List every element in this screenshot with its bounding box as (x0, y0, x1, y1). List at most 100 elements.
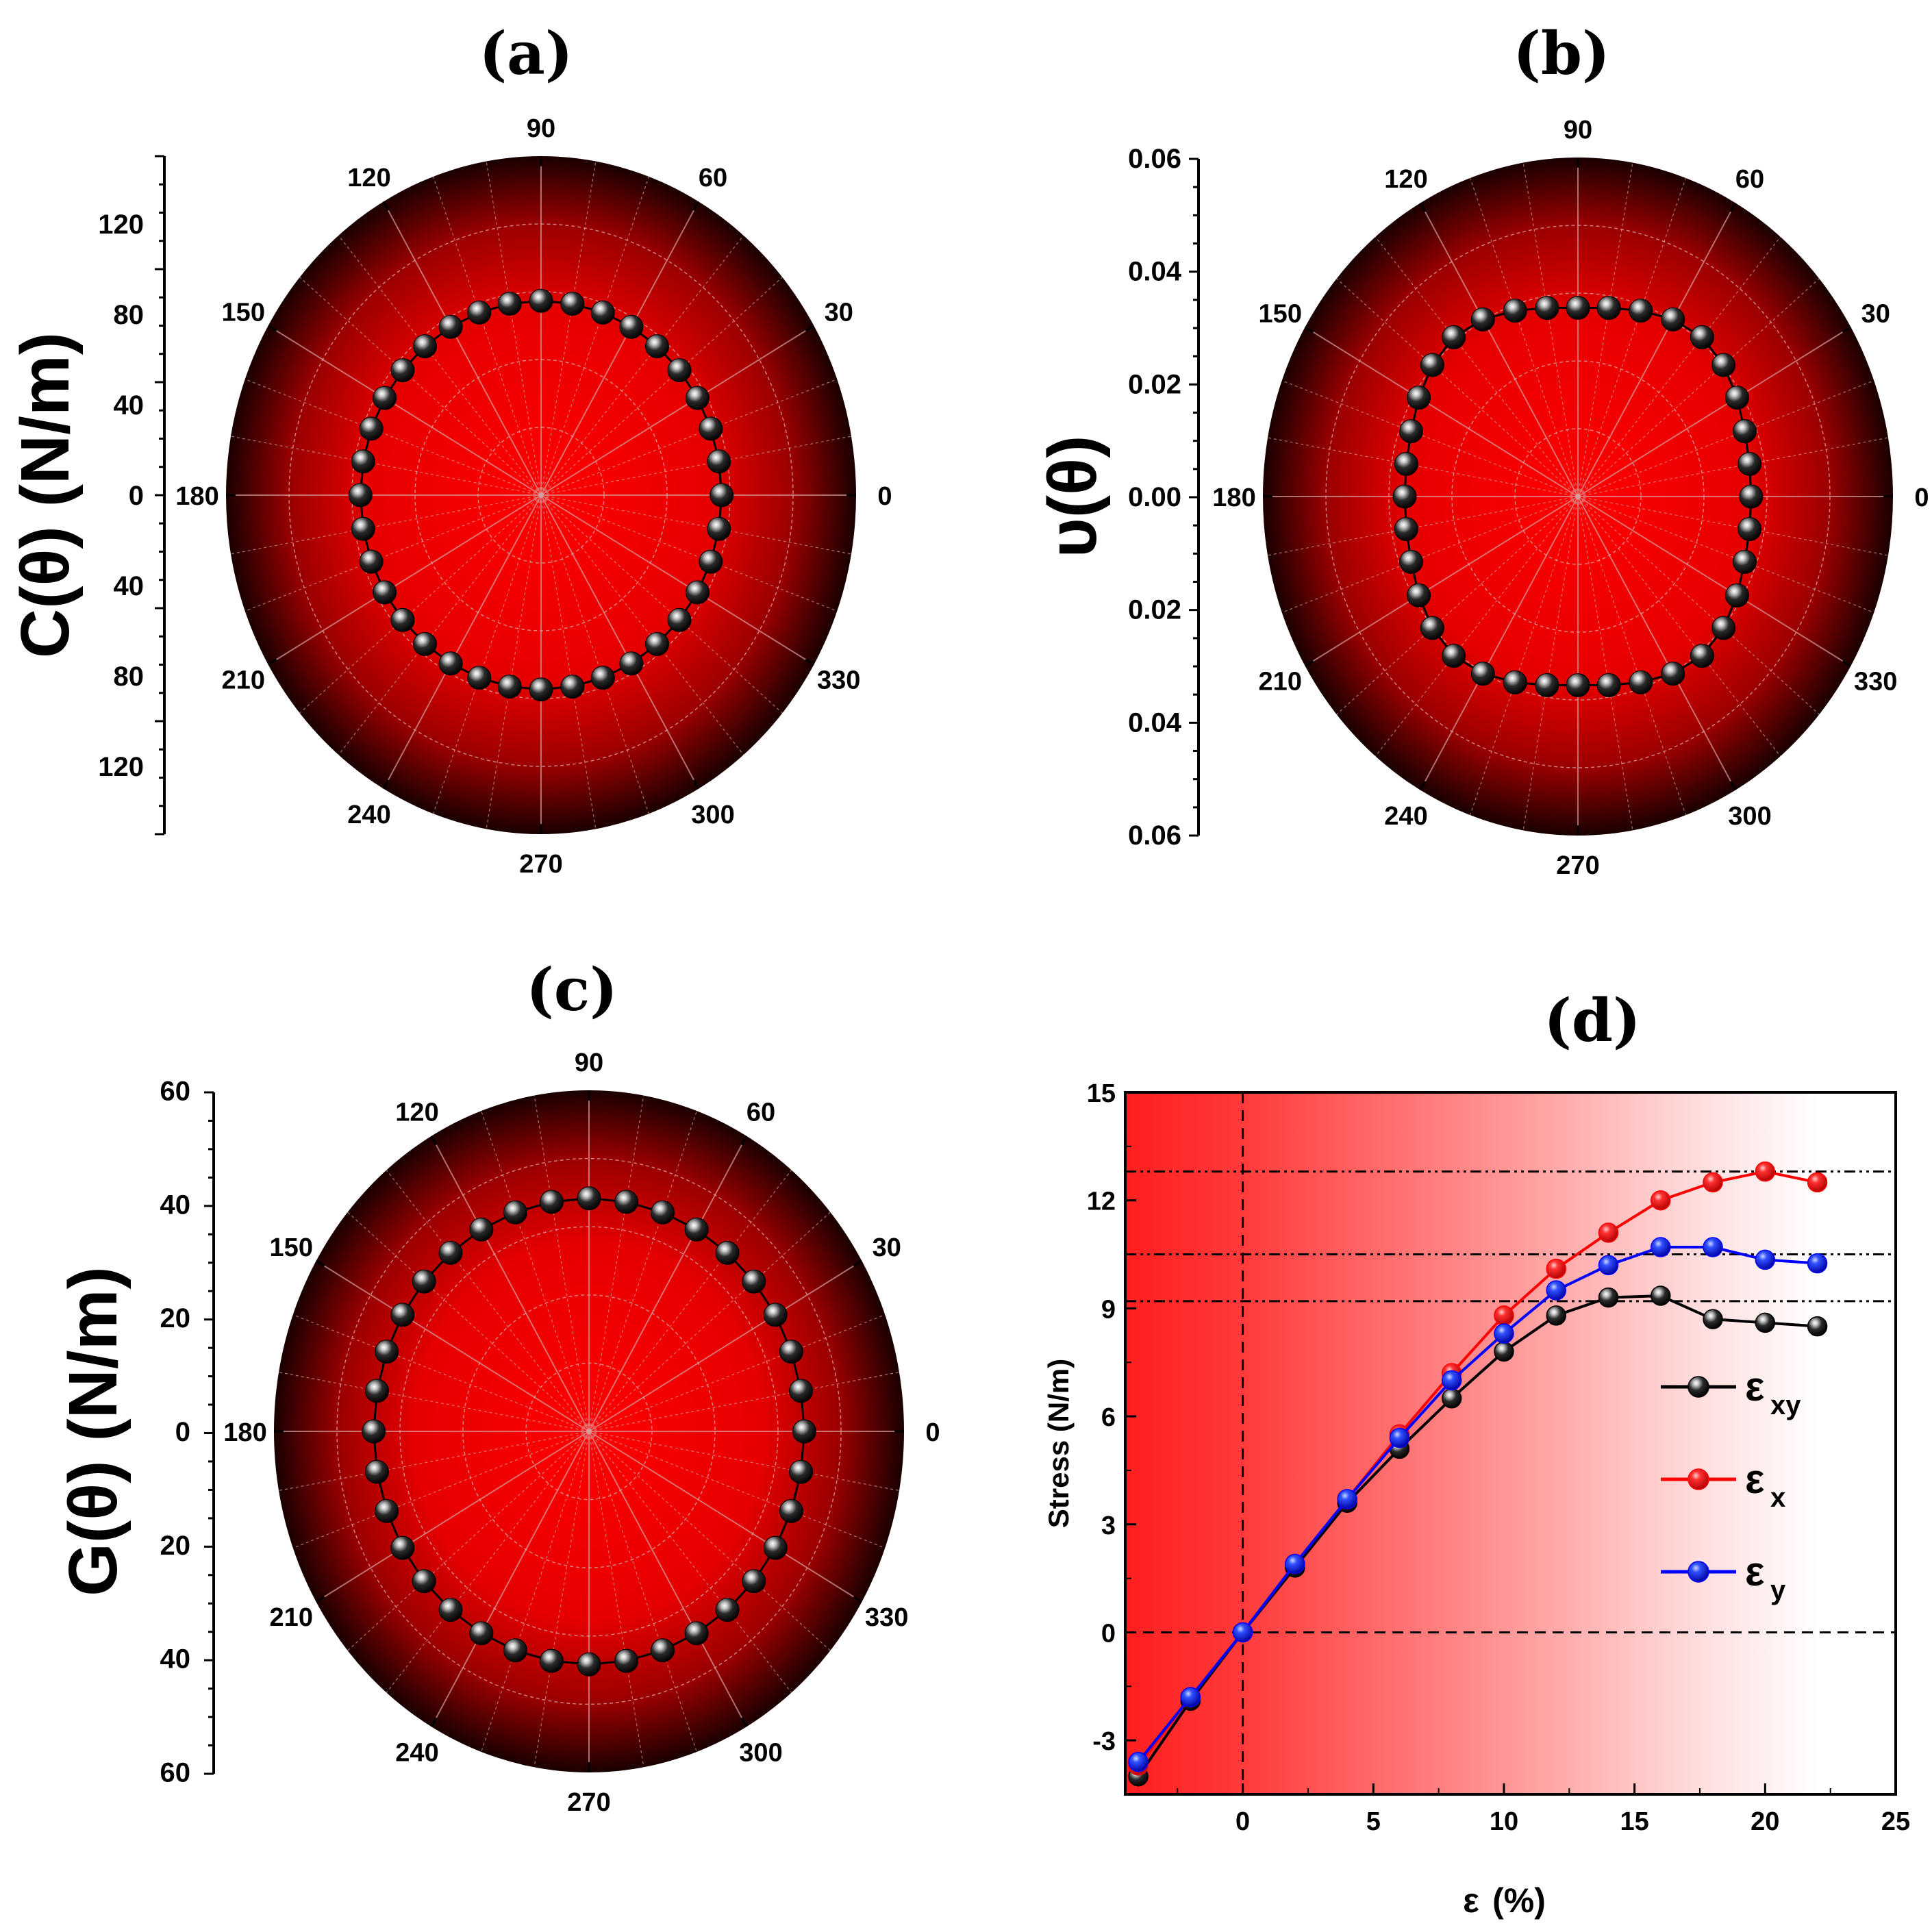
polar-spoke-310 (1577, 496, 1781, 757)
polar-data-point-160 (375, 1340, 399, 1364)
polar-spoke-170 (1267, 437, 1579, 497)
polar-spoke-200 (292, 1431, 590, 1548)
angle-label: 300 (1728, 802, 1771, 831)
polar-data-point-260 (1535, 673, 1559, 697)
polar-data-point-310 (715, 1598, 740, 1622)
polar-spoke-340 (540, 494, 838, 612)
polar-data-point-170 (1394, 451, 1418, 476)
polar-data-point-10 (789, 1379, 814, 1403)
polar-data-point-240 (469, 1621, 494, 1646)
polar-data-point-180 (348, 483, 373, 507)
data-point-xy-20 (1755, 1312, 1776, 1333)
radial-tick-label: 0 (175, 1417, 190, 1447)
radial-tick-label: 0.06 (1128, 820, 1181, 851)
polar-data-point-120 (469, 1217, 494, 1242)
data-point-y-16 (1651, 1237, 1671, 1257)
angle-label: 210 (1259, 668, 1302, 697)
polar-spoke-30 (1577, 326, 1851, 497)
angle-label: 330 (817, 666, 860, 695)
x-axis-label-unit: (%) (1492, 1881, 1546, 1920)
polar-spoke-330 (540, 494, 814, 666)
polar-edge-tick-60 (740, 1136, 748, 1146)
polar-edge-tick-150 (267, 325, 277, 332)
radial-tick-label: 80 (114, 300, 145, 330)
angle-label: 60 (699, 164, 727, 192)
polar-spoke-300 (540, 494, 699, 790)
data-point-y-6 (1389, 1427, 1410, 1448)
polar-spoke-70 (1577, 177, 1686, 497)
radial-tick-label: 40 (114, 390, 145, 421)
data-point-x-22 (1807, 1172, 1828, 1193)
polar-data-point-120 (1470, 307, 1495, 331)
polar-spoke-110 (481, 1110, 590, 1432)
angle-label: 330 (1854, 668, 1897, 697)
y-axis-label: C(θ) (N/m) (7, 332, 84, 658)
polar-spoke-40 (540, 277, 783, 496)
polar-data-point-230 (438, 1598, 463, 1622)
polar-spoke-10 (588, 1371, 900, 1432)
polar-edge-tick-120 (430, 1136, 438, 1146)
polar-data-point-320 (1711, 616, 1736, 640)
angle-label: 90 (527, 114, 555, 143)
polar-data-point-130 (1442, 325, 1466, 349)
polar-data-point-90 (529, 288, 553, 313)
polar-data-point-350 (1737, 517, 1762, 542)
polar-spoke-160 (292, 1314, 590, 1432)
polar-spoke-80 (1577, 162, 1633, 497)
y-tick-label: 0 (1101, 1619, 1116, 1648)
polar-spoke-120 (431, 1136, 590, 1432)
x-tick-label: 20 (1751, 1807, 1779, 1836)
polar-spoke-230 (1375, 496, 1579, 757)
polar-spoke-350 (540, 494, 852, 555)
panel-a-title: (a) (479, 19, 573, 88)
polar-data-point-230 (412, 631, 437, 656)
polar-data-point-50 (645, 334, 670, 359)
polar-data-point-40 (667, 358, 692, 383)
polar-data-point-270 (529, 677, 553, 702)
data-point-xy-18 (1703, 1309, 1723, 1329)
polar-spoke-190 (1267, 496, 1579, 556)
polar-spoke-10 (1577, 437, 1889, 497)
polar-edge-tick-150 (315, 1259, 325, 1267)
polar-spoke-150 (316, 1260, 590, 1432)
polar-data-point-230 (1442, 644, 1466, 668)
polar-data-point-270 (577, 1652, 601, 1677)
data-point-x-14 (1598, 1222, 1619, 1243)
radial-tick-label: 20 (160, 1303, 191, 1333)
polar-data-point-150 (373, 386, 397, 410)
polar-data-point-250 (503, 1638, 527, 1663)
angle-label: 60 (747, 1098, 775, 1127)
data-point-y-10 (1494, 1323, 1514, 1344)
polar-data-point-160 (359, 416, 384, 441)
polar-data-point-330 (763, 1535, 788, 1560)
polar-data-point-60 (684, 1217, 709, 1242)
legend-subscript-x: x (1770, 1483, 1785, 1513)
polar-data-point-100 (539, 1190, 564, 1214)
polar-data-point-220 (1420, 616, 1444, 640)
polar-data-point-70 (590, 300, 615, 325)
angle-label: 210 (270, 1603, 313, 1632)
polar-data-point-60 (619, 314, 644, 339)
polar-data-point-100 (1535, 296, 1559, 321)
polar-data-point-30 (1724, 386, 1749, 410)
polar-spoke-330 (588, 1431, 862, 1603)
polar-data-point-70 (1629, 299, 1653, 323)
polar-data-point-340 (699, 549, 723, 574)
polar-edge-tick-330 (1842, 660, 1852, 667)
polar-spoke-170 (230, 436, 542, 496)
polar-edge-tick-300 (740, 1717, 748, 1727)
angle-label: 30 (1861, 300, 1890, 329)
polar-data-point-10 (707, 449, 731, 474)
legend-label-xy: ε (1745, 1364, 1764, 1409)
polar-data-point-40 (1711, 353, 1736, 377)
radial-tick-label: 0.06 (1128, 144, 1181, 174)
polar-spoke-200 (1281, 496, 1579, 613)
polar-spoke-30 (540, 325, 814, 496)
polar-spoke-190 (278, 1431, 590, 1492)
polar-spoke-70 (588, 1110, 697, 1432)
polar-edge-tick-330 (805, 658, 815, 666)
polar-spoke-230 (386, 1431, 590, 1693)
radial-tick-label: 40 (114, 571, 145, 601)
polar-data-point-200 (1398, 549, 1423, 574)
